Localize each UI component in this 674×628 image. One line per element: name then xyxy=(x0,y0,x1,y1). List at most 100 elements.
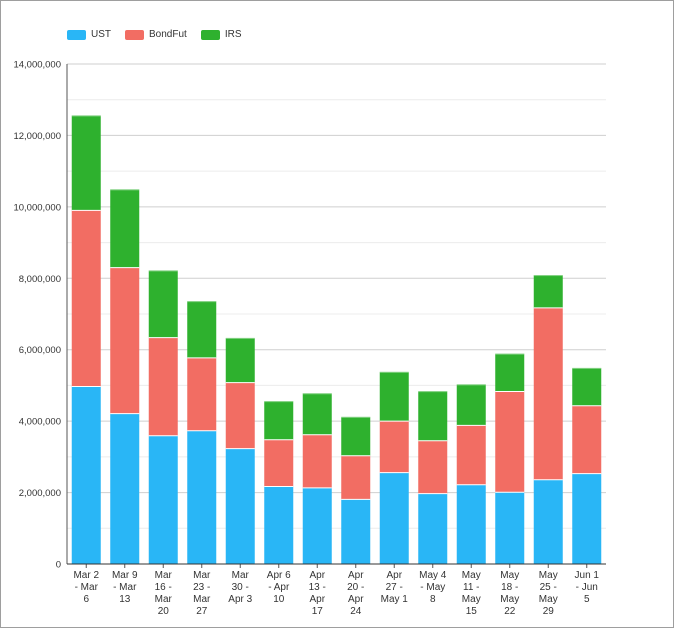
bar-irs-7 xyxy=(341,416,371,456)
x-tick-label-line: May 1 xyxy=(381,594,409,605)
x-tick-label: Apr 27 -May 1 xyxy=(381,570,409,605)
bar-highlight xyxy=(456,384,486,386)
x-tick-label-line: Mar xyxy=(193,570,211,581)
bar-highlight xyxy=(533,275,563,277)
x-tick-label: Mar 2- Mar 6 xyxy=(73,570,99,605)
x-tick-label-line: 10 xyxy=(273,594,285,605)
x-tick-label: Mar 16 -Mar 20 xyxy=(155,570,173,617)
bar-ust-11 xyxy=(495,492,525,564)
bar-bondfut-7 xyxy=(341,455,371,500)
x-tick-label-line: 6 xyxy=(83,594,89,605)
x-tick-label: Jun 1- Jun 5 xyxy=(575,570,600,605)
x-tick-label: May 11 -May 15 xyxy=(462,570,481,617)
bar-ust-4 xyxy=(225,448,255,564)
x-tick-label-line: 27 - xyxy=(386,582,403,593)
bar-ust-9 xyxy=(418,493,448,564)
bar-irs-3 xyxy=(187,301,217,358)
x-tick-label-line: 8 xyxy=(430,594,436,605)
x-tick-label-line: - May xyxy=(420,582,445,593)
x-tick-label-line: Apr 3 xyxy=(228,594,252,605)
y-tick-label: 0 xyxy=(56,560,61,571)
x-tick-label-line: 22 xyxy=(504,606,516,617)
bar-highlight xyxy=(495,353,525,355)
x-tick-label-line: Apr xyxy=(386,570,402,581)
x-tick-label-line: 15 xyxy=(466,606,478,617)
legend-item-irs[interactable]: IRS xyxy=(200,29,242,40)
x-tick-label-line: 11 - xyxy=(463,582,480,593)
x-tick-label-line: May xyxy=(500,594,519,605)
legend-label-bondfut: BondFut xyxy=(149,29,187,40)
x-tick-label-line: 25 - xyxy=(540,582,557,593)
bar-irs-6 xyxy=(302,393,332,435)
bar-ust-5 xyxy=(264,486,294,564)
legend-item-bondfut[interactable]: BondFut xyxy=(125,29,187,40)
x-tick-label: May 18 -May 22 xyxy=(500,570,519,617)
x-tick-label: Mar 23 -Mar 27 xyxy=(193,570,211,617)
bar-bondfut-10 xyxy=(456,425,486,485)
x-tick-label-line: 16 - xyxy=(155,582,172,593)
x-tick-label-line: Mar xyxy=(232,570,250,581)
bar-ust-10 xyxy=(456,484,486,564)
x-tick-label-line: Mar 2 xyxy=(73,570,99,581)
legend: UST BondFut IRS xyxy=(67,29,241,40)
bar-bondfut-13 xyxy=(572,405,602,474)
x-tick-label-line: Mar xyxy=(193,594,211,605)
x-tick-label-line: Mar 9 xyxy=(112,570,138,581)
legend-swatch-ust xyxy=(67,29,86,40)
x-tick-label-line: Apr xyxy=(309,570,325,581)
x-tick-label-line: 20 xyxy=(158,606,170,617)
bar-bondfut-4 xyxy=(225,382,255,449)
legend-label-ust: UST xyxy=(91,29,111,40)
x-tick-label-line: 20 - xyxy=(347,582,364,593)
bar-bondfut-12 xyxy=(533,307,563,480)
bar-ust-1 xyxy=(110,413,140,564)
bar-irs-4 xyxy=(225,337,255,383)
bar-highlight xyxy=(302,393,332,395)
bar-bondfut-9 xyxy=(418,440,448,494)
x-tick-label-line: 30 - xyxy=(232,582,249,593)
bar-ust-6 xyxy=(302,487,332,564)
x-tick-label-line: Apr 6 xyxy=(267,570,291,581)
x-tick-label-line: 29 xyxy=(543,606,555,617)
x-tick-label-line: - Mar xyxy=(75,582,99,593)
bar-ust-3 xyxy=(187,430,217,564)
x-tick-label-line: 23 - xyxy=(193,582,210,593)
bar-highlight xyxy=(225,337,255,339)
bar-irs-10 xyxy=(456,384,486,426)
legend-label-irs: IRS xyxy=(224,29,242,40)
bar-irs-8 xyxy=(379,371,409,422)
y-tick-label: 6,000,000 xyxy=(19,345,61,356)
x-tick-label-line: - Apr xyxy=(268,582,290,593)
y-tick-label: 12,000,000 xyxy=(13,131,61,142)
bar-highlight xyxy=(71,115,101,117)
x-tick-label: Apr 20 -Apr 24 xyxy=(347,570,364,617)
bar-highlight xyxy=(264,401,294,403)
bar-ust-2 xyxy=(148,435,178,564)
x-tick-label-line: May xyxy=(462,570,481,581)
y-tick-label: 4,000,000 xyxy=(19,417,61,428)
x-tick-label: Mar 30 -Apr 3 xyxy=(228,570,252,605)
y-tick-label: 8,000,000 xyxy=(19,274,61,285)
bar-highlight xyxy=(418,391,448,393)
bar-bondfut-11 xyxy=(495,391,525,493)
bar-ust-8 xyxy=(379,472,409,564)
x-tick-label-line: May xyxy=(539,594,558,605)
x-tick-label-line: 17 xyxy=(312,606,324,617)
x-tick-label-line: Mar xyxy=(155,594,173,605)
x-tick-label-line: May xyxy=(539,570,558,581)
bar-ust-7 xyxy=(341,499,371,564)
x-tick-label-line: 18 - xyxy=(501,582,518,593)
bar-bondfut-0 xyxy=(71,210,101,387)
bar-bondfut-6 xyxy=(302,434,332,488)
legend-item-ust[interactable]: UST xyxy=(67,29,111,40)
bar-bondfut-2 xyxy=(148,337,178,436)
bar-irs-9 xyxy=(418,391,448,441)
x-tick-label-line: 5 xyxy=(584,594,590,605)
bar-bondfut-1 xyxy=(110,267,140,414)
x-tick-label-line: - Jun xyxy=(576,582,598,593)
y-tick-label: 10,000,000 xyxy=(13,202,61,213)
legend-swatch-irs xyxy=(200,29,220,40)
bar-ust-12 xyxy=(533,479,563,564)
